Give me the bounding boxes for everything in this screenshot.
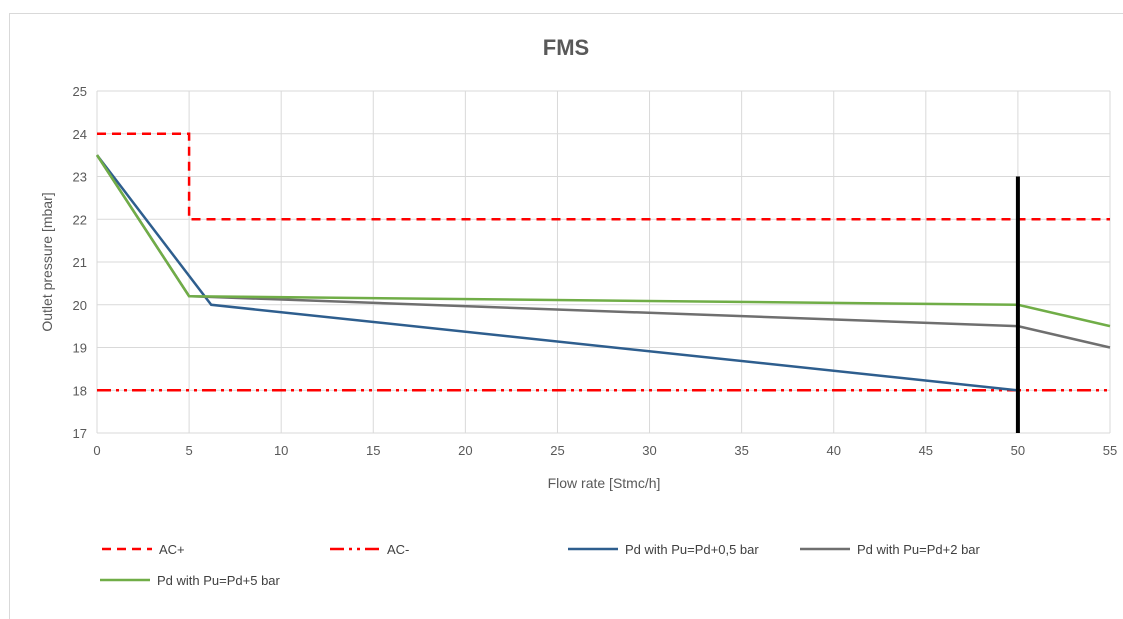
x-tick-label: 45 [919, 443, 933, 458]
y-axis-label: Outlet pressure [mbar] [39, 192, 55, 331]
x-tick-label: 5 [185, 443, 192, 458]
series-line-4 [95, 154, 1111, 349]
x-tick-label: 40 [826, 443, 840, 458]
y-tick-label: 17 [73, 426, 87, 441]
x-axis-label: Flow rate [Stmc/h] [548, 475, 661, 491]
series-lines [95, 132, 1111, 392]
top-strip [0, 0, 1123, 13]
chart-title: FMS [543, 35, 589, 60]
y-tick-label: 25 [73, 84, 87, 99]
x-tick-label: 15 [366, 443, 380, 458]
x-tick-label: 10 [274, 443, 288, 458]
y-tick-label: 24 [73, 127, 87, 142]
x-tick-label: 20 [458, 443, 472, 458]
legend-label-1: AC+ [159, 542, 185, 557]
legend-label-5: Pd with Pu=Pd+5 bar [157, 573, 281, 588]
tick-labels: 0 5 10 15 20 25 30 35 40 45 50 55 17 18 19 20 21 22 23 24 25 [73, 84, 1118, 458]
x-tick-label: 55 [1103, 443, 1117, 458]
x-tick-label: 0 [93, 443, 100, 458]
x-tick-label: 30 [642, 443, 656, 458]
legend: AC+ AC- Pd with Pu=Pd+0,5 bar Pd with Pu=Pd… [100, 542, 981, 588]
y-tick-label: 22 [73, 212, 87, 227]
x-tick-label: 50 [1011, 443, 1025, 458]
y-tick-label: 23 [73, 170, 87, 185]
legend-label-4: Pd with Pu=Pd+2 bar [857, 542, 981, 557]
series-line-5 [95, 154, 1111, 328]
series-line-3 [96, 154, 1019, 392]
legend-label-3: Pd with Pu=Pd+0,5 bar [625, 542, 759, 557]
chart-frame [9, 13, 1123, 619]
y-tick-label: 21 [73, 255, 87, 270]
x-tick-label: 35 [734, 443, 748, 458]
y-tick-label: 20 [73, 298, 87, 313]
series-line-1 [97, 132, 1110, 221]
legend-label-2: AC- [387, 542, 409, 557]
y-tick-label: 18 [73, 383, 87, 398]
x-tick-label: 25 [550, 443, 564, 458]
y-tick-label: 19 [73, 341, 87, 356]
gridlines [96, 90, 1111, 434]
